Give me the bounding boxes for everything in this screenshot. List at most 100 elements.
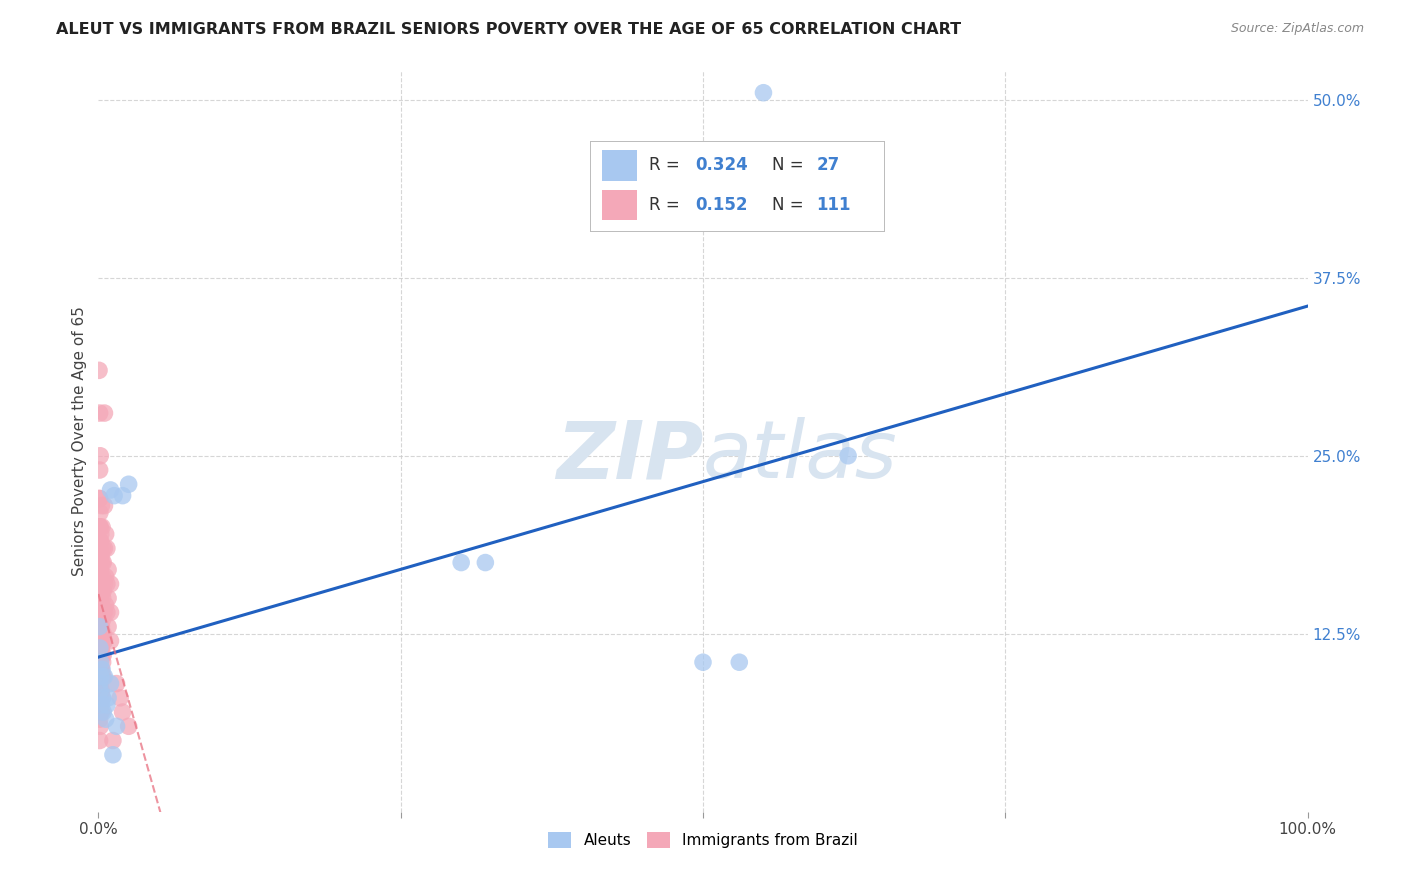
Point <box>89 570 111 584</box>
Point <box>91 613 114 627</box>
Point <box>90 698 112 712</box>
Point <box>89 491 111 506</box>
Point <box>97 563 120 577</box>
Point <box>93 541 115 556</box>
Point <box>90 499 112 513</box>
Point <box>89 584 111 599</box>
Y-axis label: Seniors Poverty Over the Age of 65: Seniors Poverty Over the Age of 65 <box>72 307 87 576</box>
Point <box>89 520 111 534</box>
Point <box>93 669 115 683</box>
Point <box>90 648 112 662</box>
Text: ZIP: ZIP <box>555 417 703 495</box>
Point <box>91 606 114 620</box>
Point <box>91 669 114 683</box>
Point <box>89 640 111 655</box>
Point <box>91 705 114 719</box>
Point <box>96 577 118 591</box>
Point <box>89 690 111 705</box>
Point <box>97 690 120 705</box>
Point <box>105 676 128 690</box>
Point <box>89 619 111 633</box>
Point <box>89 613 111 627</box>
Legend: Aleuts, Immigrants from Brazil: Aleuts, Immigrants from Brazil <box>541 824 865 856</box>
Point <box>91 626 114 640</box>
Point <box>90 549 112 563</box>
Point <box>100 606 122 620</box>
Point <box>93 499 115 513</box>
Text: atlas: atlas <box>703 417 898 495</box>
Point <box>91 584 114 599</box>
Point <box>90 705 112 719</box>
Text: 111: 111 <box>817 195 851 214</box>
Point <box>105 719 128 733</box>
Point <box>837 449 859 463</box>
Point <box>91 591 114 606</box>
Text: Source: ZipAtlas.com: Source: ZipAtlas.com <box>1230 22 1364 36</box>
Bar <box>602 151 637 181</box>
Point <box>89 599 111 613</box>
Text: N =: N = <box>772 195 808 214</box>
Point <box>96 698 118 712</box>
Point <box>90 606 112 620</box>
Point <box>90 599 112 613</box>
Point <box>89 577 111 591</box>
Point <box>118 719 141 733</box>
Point <box>91 690 114 705</box>
Point <box>90 683 112 698</box>
Point <box>692 655 714 669</box>
Point <box>89 520 111 534</box>
Point <box>89 633 111 648</box>
Point <box>89 577 111 591</box>
Point <box>89 655 111 669</box>
Point <box>90 669 112 683</box>
Point <box>89 406 111 420</box>
Point <box>89 606 111 620</box>
Text: ALEUT VS IMMIGRANTS FROM BRAZIL SENIORS POVERTY OVER THE AGE OF 65 CORRELATION C: ALEUT VS IMMIGRANTS FROM BRAZIL SENIORS … <box>56 22 962 37</box>
Point <box>97 591 120 606</box>
Point <box>91 669 114 683</box>
Point <box>90 683 112 698</box>
Point <box>91 690 114 705</box>
Point <box>94 712 117 726</box>
Point <box>89 705 111 719</box>
Point <box>101 747 124 762</box>
Point <box>87 363 110 377</box>
Point <box>89 549 111 563</box>
Point <box>97 619 120 633</box>
Point <box>89 449 111 463</box>
Point <box>96 541 118 556</box>
Point <box>91 626 114 640</box>
Point <box>90 626 112 640</box>
Point <box>90 619 112 633</box>
Point <box>101 733 124 747</box>
Point <box>89 669 111 683</box>
Point <box>100 676 122 690</box>
Point <box>89 591 111 606</box>
Point <box>90 662 112 676</box>
Point <box>89 491 111 506</box>
Point <box>94 527 117 541</box>
Point <box>90 584 112 599</box>
Point <box>91 556 114 570</box>
Point <box>89 520 111 534</box>
Point <box>93 577 115 591</box>
Point <box>90 563 112 577</box>
Point <box>111 489 134 503</box>
Point <box>89 626 111 640</box>
Point <box>90 534 112 549</box>
Point <box>89 556 111 570</box>
Point <box>90 655 112 669</box>
Text: 0.324: 0.324 <box>696 156 748 175</box>
Point <box>89 640 111 655</box>
Point <box>94 599 117 613</box>
Point <box>91 570 114 584</box>
Point <box>89 463 111 477</box>
Point <box>96 606 118 620</box>
Text: 0.152: 0.152 <box>696 195 748 214</box>
Point <box>90 599 112 613</box>
Point <box>90 577 112 591</box>
Point <box>90 669 112 683</box>
Point <box>91 655 114 669</box>
Point <box>93 406 115 420</box>
Bar <box>602 190 637 220</box>
